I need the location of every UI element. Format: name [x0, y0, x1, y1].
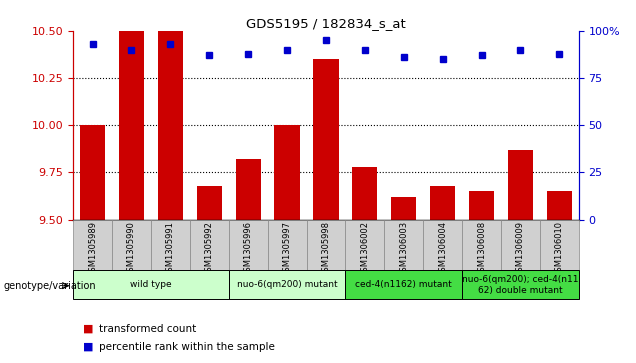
Text: GSM1305996: GSM1305996	[244, 221, 252, 277]
Bar	[307, 220, 345, 270]
Bar	[430, 185, 455, 220]
Text: transformed count: transformed count	[99, 323, 196, 334]
Bar	[229, 270, 345, 299]
Text: GSM1305990: GSM1305990	[127, 221, 136, 277]
Text: GSM1305998: GSM1305998	[321, 221, 331, 277]
Text: GSM1305989: GSM1305989	[88, 221, 97, 277]
Bar	[462, 270, 579, 299]
Bar	[501, 220, 540, 270]
Text: nuo-6(qm200) mutant: nuo-6(qm200) mutant	[237, 281, 337, 289]
Bar	[462, 220, 501, 270]
Bar	[314, 59, 338, 220]
Bar	[158, 3, 183, 220]
Text: nuo-6(qm200); ced-4(n11
62) double mutant: nuo-6(qm200); ced-4(n11 62) double mutan…	[462, 275, 579, 295]
Bar	[469, 191, 494, 220]
Text: wild type: wild type	[130, 281, 172, 289]
Bar	[352, 167, 378, 220]
Bar	[547, 191, 572, 220]
Text: GSM1306010: GSM1306010	[555, 221, 563, 277]
Bar	[151, 220, 190, 270]
Text: GSM1306008: GSM1306008	[477, 221, 486, 277]
Bar	[540, 220, 579, 270]
Bar	[119, 21, 144, 220]
Text: GSM1306002: GSM1306002	[361, 221, 370, 277]
Text: ■: ■	[83, 323, 93, 334]
Text: GSM1306004: GSM1306004	[438, 221, 447, 277]
Bar	[345, 220, 384, 270]
Text: percentile rank within the sample: percentile rank within the sample	[99, 342, 275, 352]
Text: GSM1305991: GSM1305991	[166, 221, 175, 277]
Bar	[112, 220, 151, 270]
Bar	[235, 159, 261, 220]
Bar	[384, 220, 423, 270]
Text: GSM1306009: GSM1306009	[516, 221, 525, 277]
Bar	[73, 220, 112, 270]
Bar	[197, 185, 222, 220]
Bar	[508, 150, 533, 220]
Title: GDS5195 / 182834_s_at: GDS5195 / 182834_s_at	[246, 17, 406, 30]
Text: ■: ■	[83, 342, 93, 352]
Bar	[391, 197, 417, 220]
Bar	[423, 220, 462, 270]
Text: GSM1306003: GSM1306003	[399, 221, 408, 277]
Text: ced-4(n1162) mutant: ced-4(n1162) mutant	[356, 281, 452, 289]
Bar	[73, 270, 229, 299]
Text: GSM1305992: GSM1305992	[205, 221, 214, 277]
Bar	[229, 220, 268, 270]
Text: genotype/variation: genotype/variation	[3, 281, 96, 291]
Text: GSM1305997: GSM1305997	[282, 221, 291, 277]
Bar	[268, 220, 307, 270]
Bar	[274, 125, 300, 220]
Bar	[80, 125, 105, 220]
Bar	[190, 220, 229, 270]
Bar	[345, 270, 462, 299]
